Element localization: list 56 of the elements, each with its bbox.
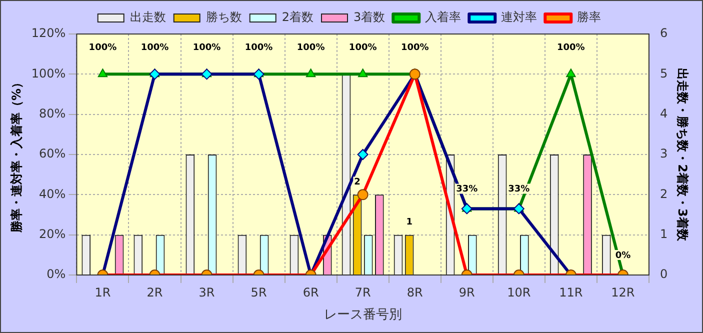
- legend-label: 入着率: [425, 10, 462, 24]
- x-tick-label: 6R: [302, 285, 319, 300]
- point: [98, 68, 108, 78]
- x-axis-title: レース番号別: [324, 308, 402, 323]
- data-label: 33%: [456, 184, 478, 195]
- data-label: 100%: [192, 42, 221, 53]
- y2-tick-label: 2: [660, 186, 668, 201]
- data-label: 100%: [296, 42, 325, 53]
- y2-tick-label: 4: [660, 106, 668, 120]
- y-tick-label: 80%: [39, 106, 66, 120]
- y-tick-label: 20%: [39, 226, 66, 241]
- data-label: 100%: [557, 42, 585, 53]
- point: [566, 68, 576, 78]
- x-tick-label: 10R: [507, 285, 531, 300]
- y-tick-label: 60%: [39, 146, 66, 161]
- data-label: 100%: [140, 42, 169, 53]
- x-tick-label: 12R: [611, 285, 635, 300]
- point: [253, 68, 264, 80]
- data-label: 100%: [348, 42, 377, 53]
- y-axis-title: 勝率・連対率・入着率（%）: [9, 76, 24, 234]
- x-tick-label: 7R: [354, 285, 371, 300]
- legend-label: 勝ち数: [206, 10, 242, 24]
- legend-label: 連対率: [501, 10, 538, 24]
- y2-tick-label: 6: [660, 26, 668, 40]
- data-label: 100%: [244, 42, 273, 53]
- data-label: 100%: [400, 42, 429, 53]
- point: [357, 149, 368, 160]
- x-tick-label: 9R: [458, 285, 475, 300]
- y2-tick-label: 3: [660, 146, 668, 161]
- x-tick-label: 11R: [559, 285, 583, 300]
- x-tick-label: 8R: [406, 285, 423, 300]
- y2-axis-title: 出走数・勝ち数・2着数・3着数: [676, 68, 690, 242]
- data-label: 1: [406, 218, 412, 228]
- y2-tick-label: 1: [660, 226, 668, 241]
- point: [149, 68, 160, 80]
- data-label: 0%: [615, 250, 631, 261]
- y-tick-label: 100%: [31, 66, 66, 80]
- x-tick-label: 3R: [198, 285, 215, 300]
- legend-label: 勝率: [577, 10, 602, 24]
- data-label: 33%: [508, 184, 530, 195]
- x-tick-label: 1R: [94, 285, 111, 300]
- y-tick-label: 0%: [46, 267, 66, 282]
- x-tick-label: 5R: [250, 285, 267, 300]
- legend-label: 2着数: [282, 10, 314, 24]
- y-tick-label: 40%: [39, 186, 66, 201]
- point: [306, 68, 316, 78]
- point: [201, 68, 212, 80]
- legend-label: 出走数: [130, 10, 166, 24]
- point: [358, 68, 368, 78]
- y2-tick-label: 5: [660, 66, 668, 80]
- data-label: 2: [354, 178, 360, 188]
- y2-tick-label: 0: [660, 267, 668, 282]
- x-tick-label: 2R: [146, 285, 163, 300]
- legend-label: 3着数: [354, 10, 386, 24]
- y-tick-label: 120%: [31, 26, 66, 40]
- data-label: 100%: [88, 42, 117, 53]
